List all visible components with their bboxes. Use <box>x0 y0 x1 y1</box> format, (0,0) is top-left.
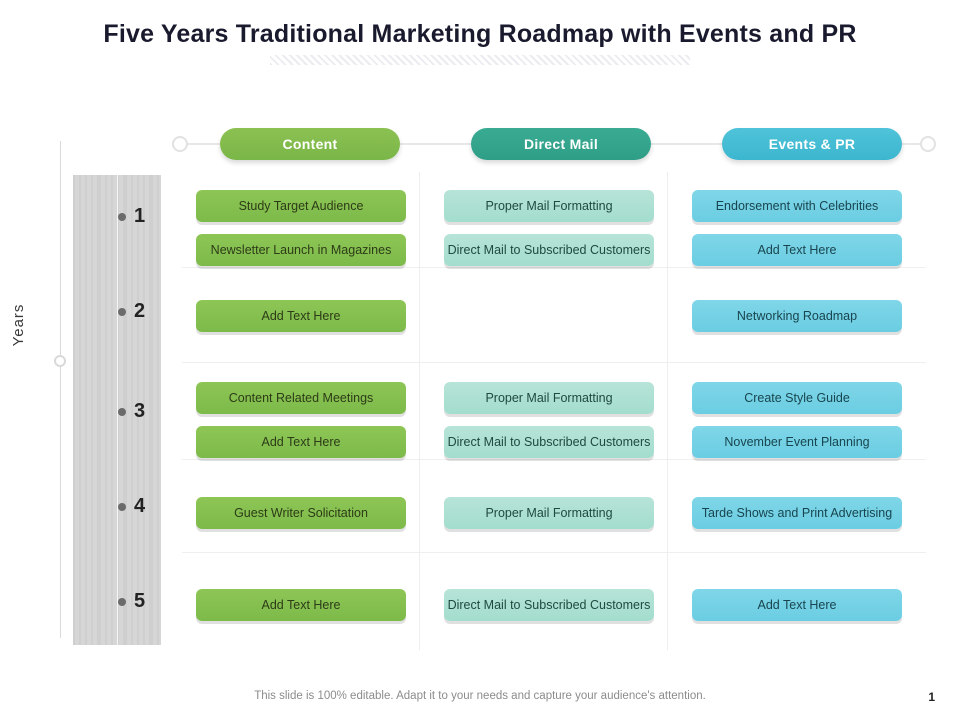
box-events-r2c1[interactable]: Networking Roadmap <box>692 300 902 332</box>
box-events-r3c1[interactable]: Create Style Guide <box>692 382 902 414</box>
row-divider-4 <box>182 552 926 553</box>
box-content-r1c1[interactable]: Study Target Audience <box>196 190 406 222</box>
axis-line <box>60 141 61 638</box>
slide-page: Five Years Traditional Marketing Roadmap… <box>0 0 960 720</box>
header-connector-end-right <box>920 136 936 152</box>
year-dot-5 <box>118 598 126 606</box>
box-directmail-r3c2[interactable]: Direct Mail to Subscribed Customers <box>444 426 654 458</box>
page-number: 1 <box>928 690 935 704</box>
axis-end-circle <box>54 355 66 367</box>
year-marker-2: 2 <box>118 300 145 323</box>
box-content-r3c1[interactable]: Content Related Meetings <box>196 382 406 414</box>
box-events-r4c1[interactable]: Tarde Shows and Print Advertising <box>692 497 902 529</box>
box-directmail-r1c1[interactable]: Proper Mail Formatting <box>444 190 654 222</box>
year-label-3: 3 <box>134 400 145 423</box>
year-dot-2 <box>118 308 126 316</box>
box-content-r3c2[interactable]: Add Text Here <box>196 426 406 458</box>
year-marker-1: 1 <box>118 205 145 228</box>
footer-note: This slide is 100% editable. Adapt it to… <box>0 690 960 702</box>
header-connector-end-left <box>172 136 188 152</box>
year-dot-4 <box>118 503 126 511</box>
column-header-content[interactable]: Content <box>220 128 400 160</box>
box-events-r1c2[interactable]: Add Text Here <box>692 234 902 266</box>
box-directmail-r4c1[interactable]: Proper Mail Formatting <box>444 497 654 529</box>
column-header-events[interactable]: Events & PR <box>722 128 902 160</box>
box-directmail-r5c1[interactable]: Direct Mail to Subscribed Customers <box>444 589 654 621</box>
year-label-1: 1 <box>134 205 145 228</box>
year-marker-4: 4 <box>118 495 145 518</box>
row-divider-1 <box>182 267 926 268</box>
box-content-r5c1[interactable]: Add Text Here <box>196 589 406 621</box>
box-content-r4c1[interactable]: Guest Writer Solicitation <box>196 497 406 529</box>
year-marker-5: 5 <box>118 590 145 613</box>
header-row: Content Direct Mail Events & PR <box>182 128 926 160</box>
box-events-r3c2[interactable]: November Event Planning <box>692 426 902 458</box>
year-label-5: 5 <box>134 590 145 613</box>
year-marker-3: 3 <box>118 400 145 423</box>
box-content-r1c2[interactable]: Newsletter Launch in Magazines <box>196 234 406 266</box>
year-label-2: 2 <box>134 300 145 323</box>
box-content-r2c1[interactable]: Add Text Here <box>196 300 406 332</box>
row-divider-2 <box>182 362 926 363</box>
year-dot-1 <box>118 213 126 221</box>
box-events-r1c1[interactable]: Endorsement with Celebrities <box>692 190 902 222</box>
box-directmail-r3c1[interactable]: Proper Mail Formatting <box>444 382 654 414</box>
slide-title: Five Years Traditional Marketing Roadmap… <box>0 0 960 49</box>
box-events-r5c1[interactable]: Add Text Here <box>692 589 902 621</box>
box-directmail-r1c2[interactable]: Direct Mail to Subscribed Customers <box>444 234 654 266</box>
row-divider-3 <box>182 459 926 460</box>
year-dot-3 <box>118 408 126 416</box>
axis-label-years: Years <box>10 285 27 365</box>
column-header-directmail[interactable]: Direct Mail <box>471 128 651 160</box>
year-label-4: 4 <box>134 495 145 518</box>
content-grid: Study Target Audience Newsletter Launch … <box>182 172 926 650</box>
title-divider <box>270 55 690 65</box>
